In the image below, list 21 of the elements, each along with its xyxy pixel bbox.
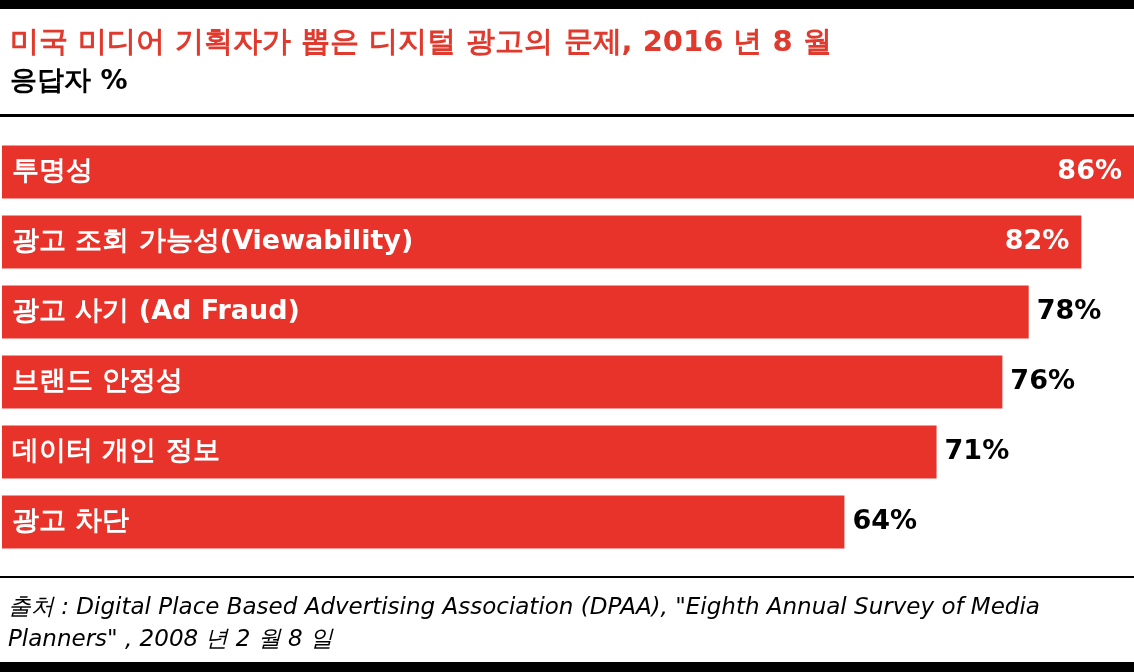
data-label: 76% xyxy=(1010,364,1076,396)
bar xyxy=(2,215,1082,269)
data-label: 71% xyxy=(944,434,1010,466)
chart-title: 미국 미디어 기획자가 뽑은 디지털 광고의 문제, 2016 년 8 월 xyxy=(10,23,832,60)
y-tick-label: 광고 조회 가능성(Viewability) xyxy=(12,224,414,256)
bar xyxy=(2,285,1029,339)
y-tick-label: 투명성 xyxy=(12,154,93,186)
data-label: 86% xyxy=(1057,154,1122,186)
y-tick-label: 브랜드 안정성 xyxy=(12,364,184,396)
y-tick-label: 데이터 개인 정보 xyxy=(12,434,220,466)
bar xyxy=(2,425,937,479)
data-label: 78% xyxy=(1036,294,1102,326)
chart-subtitle: 응답자 % xyxy=(10,63,128,97)
y-tick-label: 광고 차단 xyxy=(12,504,130,536)
bar xyxy=(2,495,845,549)
source-note: 출처 : Digital Place Based Advertising Association (DPAA), "Eighth Annual Survey of Media Planners" , 2008 년 2 월 8 일 xyxy=(8,592,1041,653)
data-label: 64% xyxy=(852,504,918,536)
data-label: 82% xyxy=(1004,224,1070,256)
bar xyxy=(2,355,1003,409)
y-tick-label: 광고 사기 (Ad Fraud) xyxy=(12,294,300,326)
bar xyxy=(2,145,1134,199)
